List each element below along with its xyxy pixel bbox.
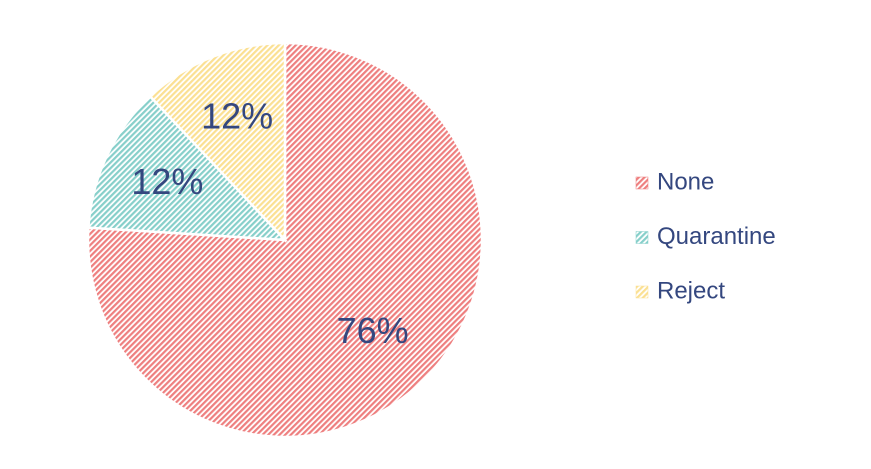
data-label: 12% (201, 96, 273, 137)
legend-swatch (635, 231, 649, 244)
data-label: 12% (131, 161, 203, 202)
data-label: 76% (337, 310, 409, 351)
pie-slice (87, 94, 289, 242)
legend-swatch (635, 176, 649, 190)
legend-label: Reject (657, 277, 725, 304)
legend-swatch (635, 285, 649, 299)
pie-slice (86, 41, 484, 439)
pie-slice (148, 41, 287, 244)
legend-label: None (657, 168, 714, 195)
legend-label: Quarantine (657, 223, 776, 250)
